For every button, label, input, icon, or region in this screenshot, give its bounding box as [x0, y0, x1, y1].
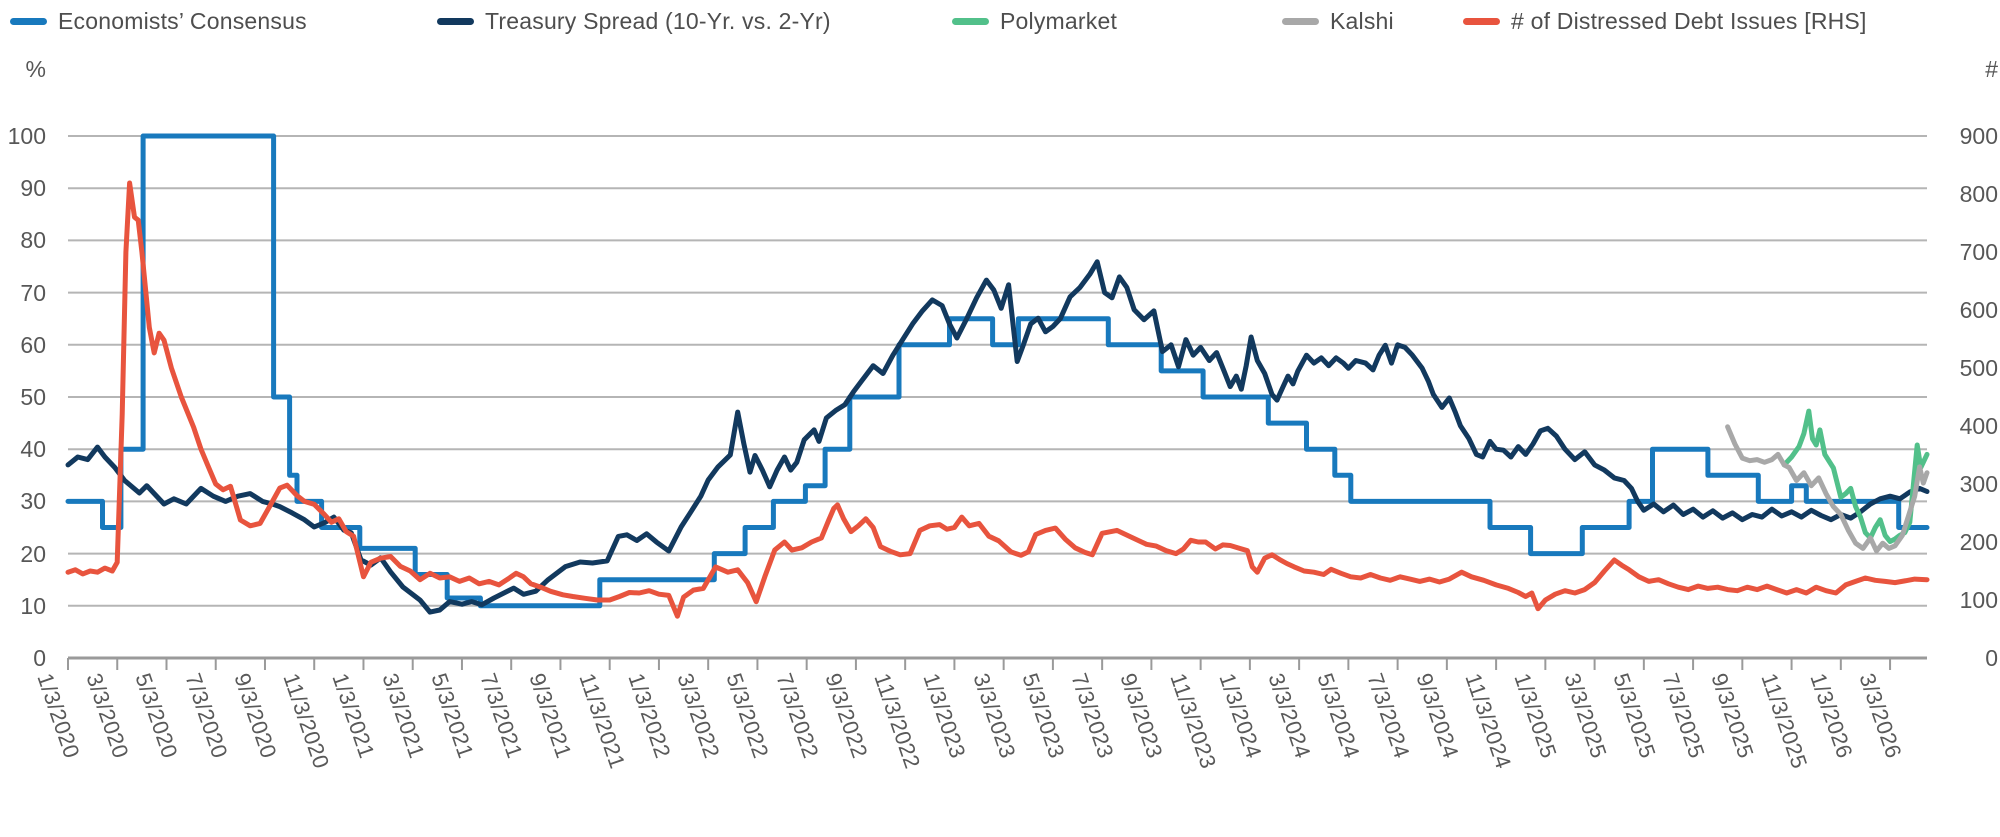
series-line-of-distressed-debt-issues [65, 180, 1930, 619]
right-axis-tick-600: 600 [1959, 297, 1998, 323]
right-axis-tick-500: 500 [1959, 355, 1998, 381]
left-axis-tick-60: 60 [20, 331, 46, 358]
left-axis-tick-0: 0 [33, 645, 46, 671]
left-axis-tick-10: 10 [20, 592, 46, 619]
legend-label-distressed-debt: # of Distressed Debt Issues [RHS] [1511, 7, 1867, 34]
left-axis-tick-40: 40 [20, 436, 46, 463]
legend-item-economists-consensus[interactable]: Economists’ Consensus [10, 4, 307, 38]
series-line-economists-consensus [65, 133, 1930, 609]
legend-swatch-treasury-spread [437, 17, 474, 25]
left-axis-tick-90: 90 [20, 175, 46, 202]
chart-legend: Economists’ Consensus Treasury Spread (10… [0, 4, 2000, 38]
right-axis-tick-100: 100 [1959, 587, 1998, 613]
legend-item-treasury-spread[interactable]: Treasury Spread (10-Yr. vs. 2-Yr) [437, 4, 831, 38]
right-axis-tick-200: 200 [1959, 529, 1998, 555]
legend-swatch-economists-consensus [10, 17, 47, 25]
legend-label-polymarket: Polymarket [1000, 7, 1118, 34]
right-axis-tick-700: 700 [1959, 239, 1998, 265]
left-axis-unit-label: % [25, 56, 46, 82]
series-line-treasury-spread-10-yr-vs-2-yr [65, 259, 1930, 615]
left-axis-tick-80: 80 [20, 227, 46, 254]
right-axis-tick-800: 800 [1959, 181, 1998, 207]
legend-label-economists-consensus: Economists’ Consensus [58, 7, 307, 34]
left-axis-tick-20: 20 [20, 540, 46, 567]
legend-item-distressed-debt[interactable]: # of Distressed Debt Issues [RHS] [1463, 4, 1867, 38]
left-axis-tick-50: 50 [20, 384, 46, 410]
left-axis-tick-100: 100 [7, 123, 46, 149]
legend-item-kalshi[interactable]: Kalshi [1282, 4, 1394, 38]
legend-label-kalshi: Kalshi [1330, 7, 1394, 34]
left-axis-tick-70: 70 [20, 279, 46, 306]
legend-item-polymarket[interactable]: Polymarket [952, 4, 1117, 38]
right-axis-tick-0: 0 [1985, 645, 1998, 671]
series-line-kalshi [1725, 424, 1930, 554]
left-axis-tick-30: 30 [20, 488, 46, 515]
right-axis-tick-400: 400 [1959, 413, 1998, 439]
legend-swatch-distressed-debt [1463, 17, 1500, 25]
legend-swatch-polymarket [952, 17, 989, 25]
right-axis-tick-900: 900 [1959, 123, 1998, 149]
legend-label-treasury-spread: Treasury Spread (10-Yr. vs. 2-Yr) [485, 7, 831, 34]
legend-swatch-kalshi [1282, 17, 1319, 25]
right-axis-tick-300: 300 [1959, 471, 1998, 497]
right-axis-unit-label: # [1985, 56, 1998, 82]
